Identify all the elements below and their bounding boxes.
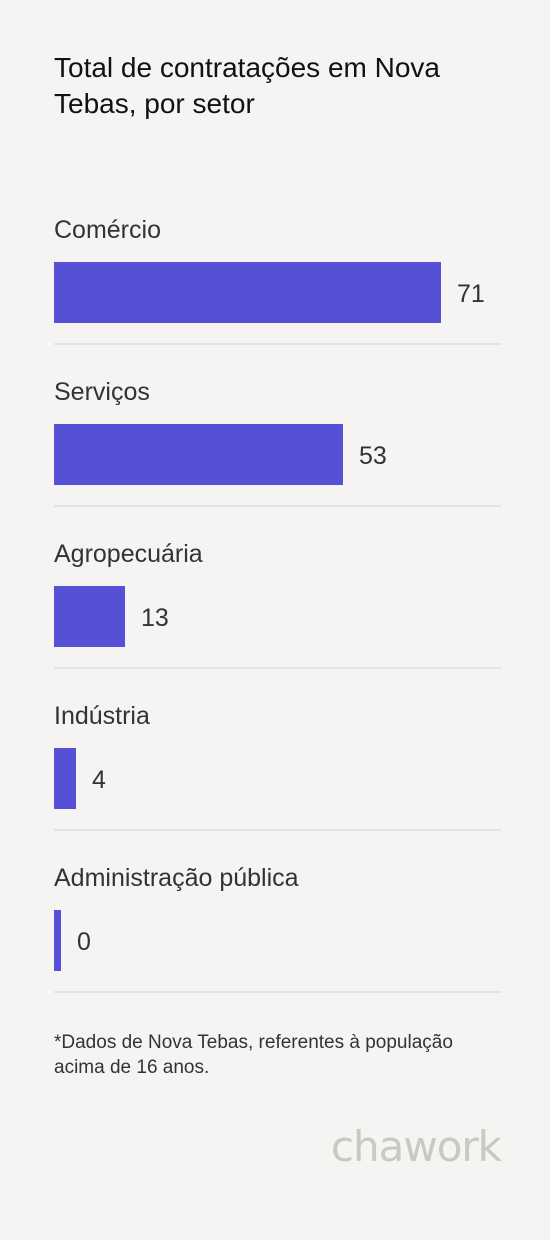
bar-row: Administração pública 0 (54, 844, 501, 1006)
bar-row: Agropecuária 13 (54, 520, 501, 682)
bar (54, 586, 125, 647)
row-divider (54, 991, 501, 993)
footnote: *Dados de Nova Tebas, referentes à popul… (54, 1032, 453, 1078)
bar (54, 424, 343, 485)
category-label: Administração pública (54, 864, 299, 892)
bar (54, 910, 61, 971)
row-divider (54, 829, 501, 831)
bar-value-label: 4 (92, 766, 106, 794)
category-label: Indústria (54, 702, 150, 730)
bar-row: Serviços 53 (54, 358, 501, 520)
bar-row: Comércio 71 (54, 196, 501, 358)
chart-title: Total de contratações em Nova Tebas, por… (54, 52, 440, 119)
category-label: Agropecuária (54, 540, 203, 568)
category-label: Serviços (54, 378, 150, 406)
bar-value-label: 13 (141, 604, 169, 632)
bar-row: Indústria 4 (54, 682, 501, 844)
row-divider (54, 505, 501, 507)
bar (54, 262, 441, 323)
category-label: Comércio (54, 216, 161, 244)
bar (54, 748, 76, 809)
bar-value-label: 53 (359, 442, 387, 470)
chawork-logo: chawork (330, 1122, 502, 1171)
row-divider (54, 667, 501, 669)
bar-value-label: 71 (457, 280, 485, 308)
bar-chart: Comércio 71 Serviços 53 Agropecuária 13 Indúst… (54, 196, 501, 1006)
row-divider (54, 343, 501, 345)
bar-value-label: 0 (77, 928, 91, 956)
